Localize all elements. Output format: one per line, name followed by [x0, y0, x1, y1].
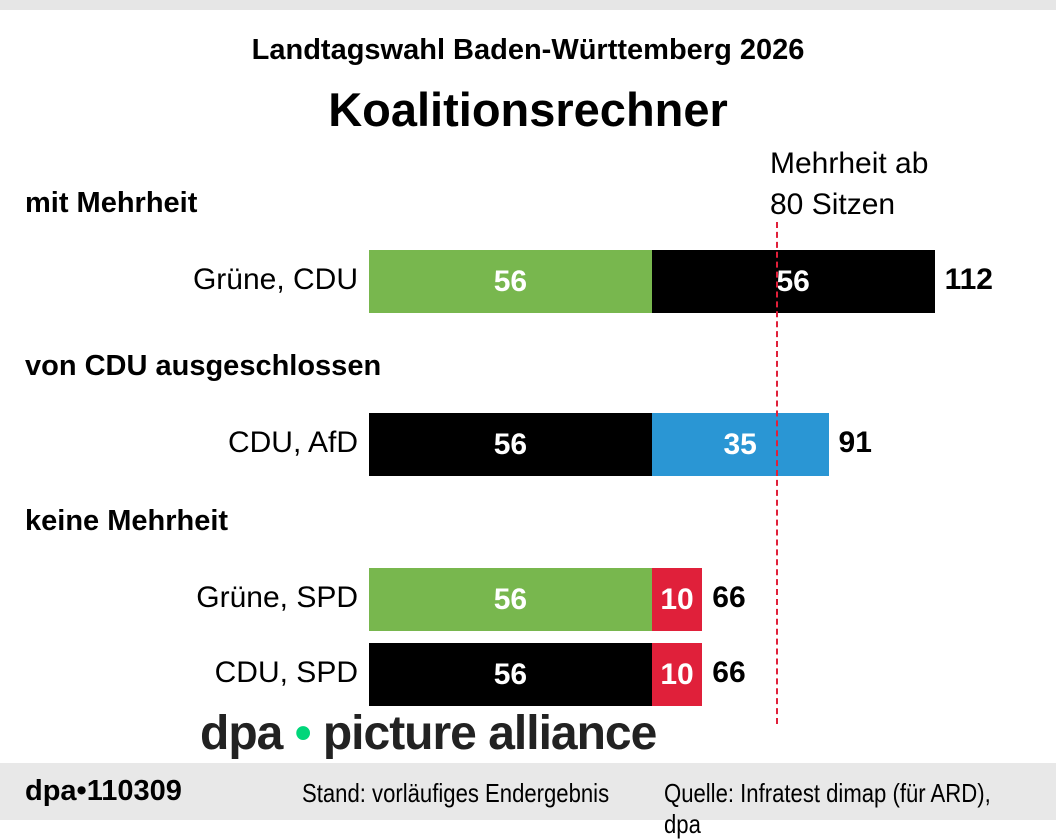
bar-segment-grüne: 56	[369, 250, 652, 313]
row-label: CDU, SPD	[214, 656, 358, 689]
row-total: 91	[838, 426, 872, 459]
bar-segment-afd: 35	[651, 413, 829, 476]
watermark-dot: •	[294, 707, 312, 760]
threshold-label-line1: Mehrheit ab	[770, 147, 929, 180]
group-label: mit Mehrheit	[25, 187, 198, 219]
row-label: CDU, AfD	[227, 426, 358, 459]
graphic-id: dpa•110309	[25, 775, 182, 807]
source-note: Quelle: Infratest dimap (für ARD), dpa	[664, 778, 991, 839]
threshold-label: Mehrheit ab 80 Sitzen	[770, 143, 928, 225]
bar-segment-cdu: 56	[651, 250, 935, 313]
watermark-right: picture alliance	[322, 707, 657, 760]
chart-title: Koalitionsrechner	[328, 83, 728, 136]
bar-segment-grüne: 56	[369, 568, 652, 631]
watermark: dpa • picture alliance	[200, 707, 657, 760]
row-label: Grüne, CDU	[192, 263, 358, 296]
chart-supertitle: Landtagswahl Baden-Württemberg 2026	[251, 34, 805, 66]
bar-segment-cdu: 56	[369, 413, 652, 476]
watermark-left: dpa	[200, 707, 283, 760]
group-label: von CDU ausgeschlossen	[25, 350, 382, 382]
row-total: 112	[944, 263, 993, 296]
row-label: Grüne, SPD	[196, 581, 358, 614]
bar-segment-spd: 10	[651, 643, 703, 706]
bar-segment-cdu: 56	[369, 643, 652, 706]
top-band	[0, 0, 1056, 10]
threshold-line	[776, 222, 778, 724]
row-total: 66	[712, 656, 746, 689]
threshold-label-line2: 80 Sitzen	[770, 188, 896, 221]
footer: dpa•110309 Stand: vorläufiges Endergebni…	[0, 763, 1056, 839]
status-note: Stand: vorläufiges Endergebnis	[302, 778, 610, 808]
group-label: keine Mehrheit	[25, 505, 229, 537]
row-total: 66	[712, 581, 746, 614]
bar-segment-spd: 10	[651, 568, 703, 631]
